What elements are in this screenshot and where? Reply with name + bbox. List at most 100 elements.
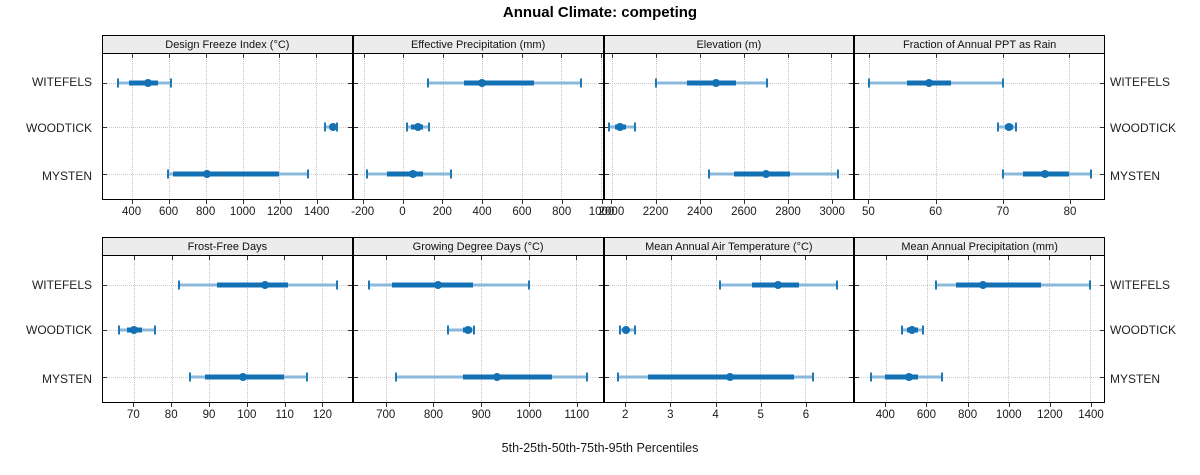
axis-tick xyxy=(656,54,658,58)
panel-row-bottom: Frost-Free Days Growing Degree Days (°C) M… xyxy=(102,237,1105,403)
panel-elevation-m: Elevation (m) xyxy=(603,35,855,200)
axis-tick xyxy=(1100,82,1104,84)
whisker-cap xyxy=(118,325,121,335)
x-tick-label: 90 xyxy=(202,409,216,421)
axis-tick xyxy=(1090,256,1092,260)
axis-tick xyxy=(1002,54,1004,58)
median-dot-mysten xyxy=(904,373,913,382)
gridline xyxy=(926,256,928,401)
axis-tick xyxy=(132,54,134,58)
axis-tick xyxy=(831,54,833,58)
x-tick-label: 600 xyxy=(512,206,532,218)
median-dot-witefels xyxy=(144,78,153,87)
axis-tick xyxy=(849,377,854,379)
axis-tick xyxy=(316,200,318,204)
axis-tick xyxy=(481,256,483,260)
axis-tick xyxy=(849,174,854,176)
x-tick-label: 800 xyxy=(423,409,444,421)
axis-tick xyxy=(832,200,834,204)
axis-tick xyxy=(284,403,286,407)
median-dot-mysten xyxy=(726,373,735,382)
whisker-cap xyxy=(1001,169,1004,179)
x-axis-labels-top: 400 600 800 1000 1200 1400 -200 0 200 400 600 800 10… xyxy=(102,200,1105,230)
median-dot-mysten xyxy=(492,373,501,382)
x-tick-label: 70 xyxy=(126,409,140,421)
whisker-cap xyxy=(365,169,368,179)
axis-tick xyxy=(242,54,244,58)
row-guide xyxy=(604,127,854,129)
x-tick-label: 2600 xyxy=(731,206,757,218)
axis-tick xyxy=(442,200,444,204)
axis-tick xyxy=(279,200,281,204)
row-guide xyxy=(855,174,1104,176)
axis-tick xyxy=(604,285,609,286)
gridline xyxy=(242,54,244,198)
whisker-cap xyxy=(655,78,658,88)
median-dot-mysten xyxy=(238,373,247,382)
gridline xyxy=(386,256,388,401)
gridline xyxy=(481,256,483,401)
axis-tick xyxy=(612,54,614,58)
axis-tick xyxy=(528,256,530,260)
site-label-mysten: MYSTEN xyxy=(1110,168,1161,183)
axis-tick xyxy=(869,54,871,58)
site-label-witefels: WITEFELS xyxy=(1110,75,1171,90)
axis-tick xyxy=(805,256,807,260)
axis-tick xyxy=(1100,174,1104,176)
axis-tick xyxy=(935,54,937,58)
whisker-cap xyxy=(336,122,339,132)
axis-tick xyxy=(576,403,578,407)
x-tick-label: 120 xyxy=(312,409,333,421)
x-tick-label: 70 xyxy=(996,206,1010,218)
axis-tick xyxy=(403,54,405,58)
axis-tick xyxy=(967,403,969,407)
axis-tick xyxy=(598,377,603,379)
panel-plot-area xyxy=(353,54,603,198)
axis-tick xyxy=(1049,256,1051,260)
whisker-cap xyxy=(619,325,622,335)
axis-tick xyxy=(353,174,358,176)
site-label-mysten: MYSTEN xyxy=(41,371,92,386)
row-guide xyxy=(353,329,603,331)
gridline xyxy=(1049,256,1051,401)
row-guide xyxy=(855,377,1104,379)
whisker-cap xyxy=(307,169,310,179)
whisker-cap xyxy=(633,325,636,335)
axis-tick xyxy=(171,403,173,407)
gridline xyxy=(482,54,484,198)
axis-tick xyxy=(855,82,860,84)
axis-tick xyxy=(284,256,286,260)
median-dot-mysten xyxy=(761,170,770,179)
x-tick-label: 2400 xyxy=(686,206,713,218)
site-label-witefels: WITEFELS xyxy=(1110,277,1171,292)
gridline xyxy=(315,54,317,198)
axis-tick xyxy=(699,200,701,204)
axis-tick xyxy=(1100,285,1104,286)
panel-frost-free-days: Frost-Free Days xyxy=(102,237,353,403)
axis-tick xyxy=(171,256,173,260)
axis-tick xyxy=(805,403,807,407)
axis-caption: 5th-25th-50th-75th-95th Percentiles xyxy=(501,441,699,455)
row-guide xyxy=(353,174,603,176)
panel-strip: Design Freeze Index (°C) xyxy=(103,36,352,54)
row-guide xyxy=(103,127,352,129)
median-dot-woodtick xyxy=(328,123,337,132)
axis-tick xyxy=(521,200,523,204)
gridline xyxy=(561,54,563,198)
gridline xyxy=(205,54,207,198)
gridline xyxy=(831,54,833,198)
panel-effective-precipitation-mm: Effective Precipitation (mm) xyxy=(352,35,604,200)
whisker-cap xyxy=(634,122,637,132)
site-label-woodtick: WOODTICK xyxy=(1110,323,1176,338)
gridline xyxy=(805,256,807,401)
site-label-witefels: WITEFELS xyxy=(31,75,92,90)
axis-tick xyxy=(604,329,609,331)
axis-tick xyxy=(442,54,444,58)
axis-tick xyxy=(670,403,672,407)
x-tick-label: 3 xyxy=(667,409,674,421)
axis-tick xyxy=(855,377,860,379)
axis-tick xyxy=(1008,256,1010,260)
median-dot-witefels xyxy=(261,281,270,289)
site-label-mysten: MYSTEN xyxy=(1110,371,1161,386)
whisker-cap xyxy=(707,169,710,179)
